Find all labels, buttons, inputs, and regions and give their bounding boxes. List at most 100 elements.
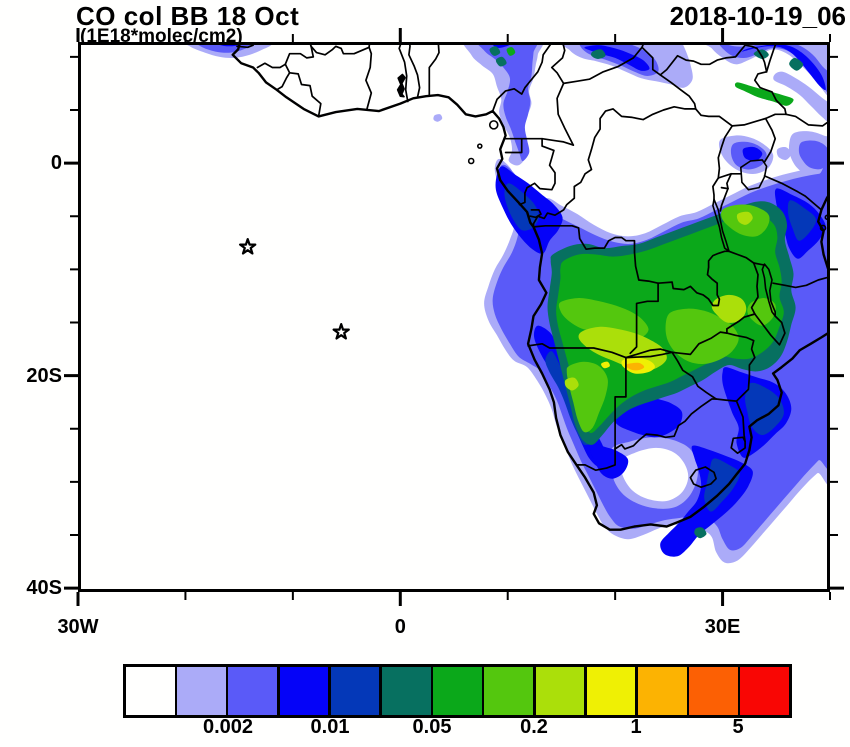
country-border xyxy=(408,42,421,99)
country-border xyxy=(763,175,823,211)
country-border xyxy=(712,177,720,201)
country-border xyxy=(504,137,556,206)
country-border xyxy=(556,82,575,146)
country-border xyxy=(625,351,673,359)
country-border xyxy=(772,275,830,289)
island xyxy=(819,224,827,232)
country-border xyxy=(694,108,734,127)
contour-blob-level-10 xyxy=(625,362,645,371)
country-border xyxy=(550,42,566,85)
colorbar-label-0.002: 0.002 xyxy=(202,716,254,738)
contour-blob-level-3 xyxy=(741,44,826,91)
colorbar-cell-3 xyxy=(228,667,278,715)
axis-ticks xyxy=(64,28,844,606)
y-axis-label-0: 0 xyxy=(50,152,62,175)
country-border xyxy=(717,172,742,179)
contour-blob-level-4 xyxy=(787,200,817,241)
country-border xyxy=(753,70,787,116)
map-frame xyxy=(78,42,830,592)
island xyxy=(476,143,483,149)
contour-blob-level-5 xyxy=(694,527,707,539)
country-border xyxy=(527,342,673,359)
colorbar-cell-2 xyxy=(177,667,226,715)
station-star-marker-1 xyxy=(239,238,257,255)
country-border xyxy=(657,250,730,307)
country-border xyxy=(717,125,734,179)
country-border xyxy=(671,331,728,356)
x-axis-label-30E: 30E xyxy=(704,616,741,638)
plot-date: 2018-10-19_06 xyxy=(669,1,846,31)
contour-blob-level-5 xyxy=(591,49,606,59)
country-border xyxy=(728,250,755,264)
contour-blob-level-3 xyxy=(742,146,763,162)
map-panel xyxy=(64,28,844,606)
country-border xyxy=(750,262,759,315)
lake-volta xyxy=(396,73,406,98)
colorbar-cell-5 xyxy=(330,667,380,715)
country-border xyxy=(689,466,717,489)
country-border xyxy=(310,45,370,56)
country-border xyxy=(275,63,291,91)
geography-lines xyxy=(231,42,830,531)
colorbar-label-1: 1 xyxy=(630,716,642,738)
country-border xyxy=(753,313,786,346)
country-border xyxy=(614,356,627,450)
contour-blob-level-7 xyxy=(747,298,776,326)
lake-outline xyxy=(712,198,730,253)
y-axis-label-20S: 20S xyxy=(26,364,62,387)
contour-blob-level-7 xyxy=(558,298,649,341)
country-border xyxy=(614,398,717,450)
country-border xyxy=(763,117,777,163)
country-border xyxy=(491,42,553,112)
contour-blob-level-1 xyxy=(776,146,792,161)
contour-blob-level-7 xyxy=(566,361,608,433)
lake-outline xyxy=(740,159,768,191)
contour-blob-level-7 xyxy=(665,308,739,365)
contour-blob-level-9 xyxy=(601,361,610,369)
country-border xyxy=(541,137,575,146)
colorbar-cell-6 xyxy=(381,667,431,715)
contour-blob-level-8 xyxy=(711,294,747,323)
country-border xyxy=(504,137,523,154)
country-border xyxy=(428,42,440,96)
island xyxy=(467,157,475,165)
contour-blob-level-1 xyxy=(773,71,830,124)
contour-blob-level-8 xyxy=(736,211,753,225)
country-border xyxy=(735,400,746,443)
y-axis-label-40S: 40S xyxy=(26,577,62,600)
colorbar-cell-8 xyxy=(484,667,533,715)
contour-blob-level-5 xyxy=(495,56,507,67)
contour-blob-level-2 xyxy=(475,42,539,162)
country-border xyxy=(785,113,830,127)
country-border xyxy=(659,44,768,76)
coastline xyxy=(231,42,830,531)
country-border xyxy=(726,332,756,402)
country-border xyxy=(529,209,542,219)
country-border xyxy=(752,262,766,266)
map-svg xyxy=(64,28,844,606)
colorbar-cell-1 xyxy=(126,667,175,715)
country-border xyxy=(720,186,729,190)
plot-units-subtitle: (1E18*molec/cm2) xyxy=(80,26,243,47)
country-border xyxy=(715,398,738,402)
x-axis-label-30W: 30W xyxy=(57,616,99,638)
contour-blob-level-2 xyxy=(798,140,830,170)
plot-title: CO col BB 18 Oct xyxy=(76,1,300,31)
country-border xyxy=(236,42,254,49)
colorbar-cell-13 xyxy=(740,667,789,715)
colorbar-label-0.2: 0.2 xyxy=(520,716,548,738)
country-border xyxy=(288,71,322,118)
contour-blob-level-8 xyxy=(564,377,579,391)
colorbar xyxy=(123,664,792,718)
country-border xyxy=(671,351,717,400)
contour-blob-level-1 xyxy=(433,114,443,122)
country-border xyxy=(629,282,659,355)
colorbar-cell-11 xyxy=(637,667,687,715)
colorbar-cell-7 xyxy=(433,667,482,715)
contour-blob-level-5 xyxy=(489,46,501,56)
country-border xyxy=(398,42,409,103)
colorbar-cell-12 xyxy=(689,667,738,715)
country-border xyxy=(256,62,287,69)
country-border xyxy=(726,313,756,334)
